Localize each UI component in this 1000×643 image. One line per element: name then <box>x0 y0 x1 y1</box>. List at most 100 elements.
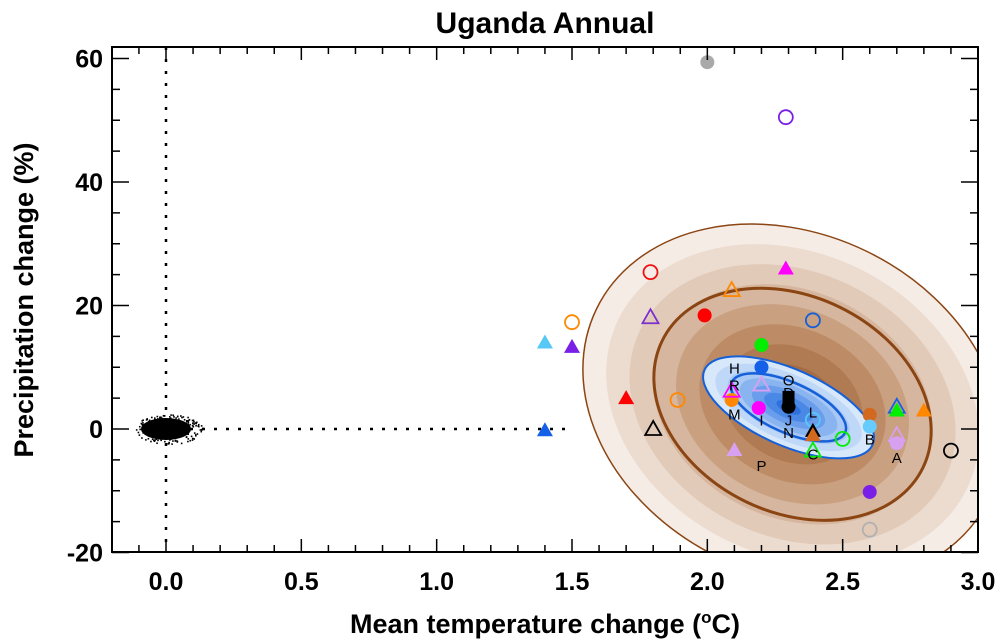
noise-sample-point <box>169 416 171 418</box>
noise-sample-point <box>194 422 197 424</box>
noise-sample-point <box>161 429 164 431</box>
data-point-triangle <box>722 380 742 398</box>
data-point-circle <box>724 392 739 407</box>
noise-sample-point <box>175 421 178 423</box>
noise-sample-point <box>170 429 173 431</box>
noise-sample-point <box>152 433 155 436</box>
data-point-square <box>782 390 795 403</box>
noise-sample-point <box>183 428 186 431</box>
data-point-circle <box>781 399 796 414</box>
noise-sample-point <box>189 423 191 426</box>
noise-sample-point <box>151 429 154 432</box>
noise-sample-point <box>154 439 156 441</box>
point-letter-label: A <box>892 450 902 467</box>
noise-sample-point <box>137 431 140 434</box>
noise-sample-point <box>148 420 150 423</box>
noise-sample-point <box>187 440 189 443</box>
noise-sample-point <box>151 420 154 422</box>
noise-sample-point <box>164 427 167 430</box>
noise-sample-point <box>155 420 158 423</box>
noise-sample-point <box>170 417 172 420</box>
noise-sample-point <box>148 421 151 424</box>
noise-sample-point <box>185 426 188 429</box>
noise-sample-point <box>145 426 148 429</box>
noise-sample-point <box>155 429 158 431</box>
noise-sample-point <box>150 434 152 437</box>
noise-sample-point <box>170 438 172 441</box>
data-point-circle <box>754 360 769 375</box>
noise-sample-point <box>155 438 158 441</box>
noise-sample-point <box>164 419 167 421</box>
noise-sample-point <box>167 436 170 438</box>
noise-sample-point <box>153 429 155 432</box>
x-axis-label-unit: C) <box>711 609 740 639</box>
noise-sample-point <box>183 432 186 435</box>
data-point-circle <box>862 419 877 434</box>
noise-sample-point <box>173 433 175 436</box>
noise-sample-point <box>148 419 151 422</box>
data-point-circle <box>889 436 904 451</box>
noise-sample-point <box>169 421 171 423</box>
noise-sample-point <box>171 424 174 427</box>
x-tick-label: 3.0 <box>961 568 996 596</box>
noise-sample-point <box>155 436 157 439</box>
y-tick-label: 0 <box>89 416 103 444</box>
point-letter-label: R <box>729 378 740 395</box>
data-point-triangle <box>536 422 553 437</box>
noise-sample-point <box>163 421 166 424</box>
point-letter-label: N <box>783 425 794 442</box>
noise-sample-point <box>166 418 169 421</box>
data-point-triangle <box>915 402 932 417</box>
noise-sample-point <box>190 435 193 438</box>
noise-sample-point <box>172 432 175 435</box>
data-point-circle <box>861 521 878 538</box>
noise-sample-point <box>161 420 164 422</box>
noise-sample-point <box>141 420 144 422</box>
noise-sample-point <box>176 430 179 433</box>
noise-sample-point <box>153 425 156 427</box>
noise-sample-point <box>135 429 138 431</box>
point-letter-label: L <box>809 405 817 422</box>
x-tick-label: 1.0 <box>419 568 454 596</box>
noise-sample-point <box>172 414 174 417</box>
data-point-circle <box>862 484 877 499</box>
noise-sample-point <box>143 423 145 426</box>
data-point-triangle <box>726 441 743 456</box>
noise-sample-point <box>196 433 199 435</box>
noise-sample-point <box>176 440 179 442</box>
noise-sample-point <box>178 435 181 438</box>
noise-sample-point <box>189 439 192 442</box>
noise-sample-point <box>180 423 183 426</box>
noise-sample-point <box>185 436 188 438</box>
noise-sample-point <box>182 430 184 432</box>
natural-variability-cloud <box>135 414 204 445</box>
noise-sample-point <box>187 433 190 436</box>
noise-sample-point <box>202 427 204 430</box>
noise-sample-point <box>172 431 175 434</box>
point-letter-label: I <box>759 413 763 430</box>
noise-sample-point <box>172 440 174 442</box>
data-point-circle <box>943 442 959 459</box>
x-tick-labels: 0.0 0.5 1.0 1.5 2.0 2.5 3.0 <box>149 568 996 596</box>
noise-sample-point <box>180 429 183 431</box>
noise-sample-point <box>145 439 147 441</box>
noise-sample-point <box>145 419 148 421</box>
noise-sample-point <box>141 437 143 439</box>
noise-sample-point <box>175 417 177 419</box>
data-point-circle <box>754 338 769 353</box>
noise-sample-point <box>169 427 171 430</box>
noise-sample-point <box>197 423 200 426</box>
noise-sample-point <box>160 424 162 427</box>
noise-sample-point <box>193 438 196 440</box>
x-axis-label-text: Mean temperature change ( <box>350 609 701 639</box>
noise-sample-point <box>173 428 175 430</box>
noise-sample-point <box>191 419 194 422</box>
noise-sample-point <box>174 422 177 424</box>
noise-sample-point <box>177 428 180 431</box>
point-letter-label: C <box>807 447 818 464</box>
noise-sample-point <box>173 416 175 418</box>
noise-sample-point <box>151 438 154 441</box>
y-tick-label: 60 <box>75 46 103 74</box>
data-point-circle <box>697 308 712 323</box>
